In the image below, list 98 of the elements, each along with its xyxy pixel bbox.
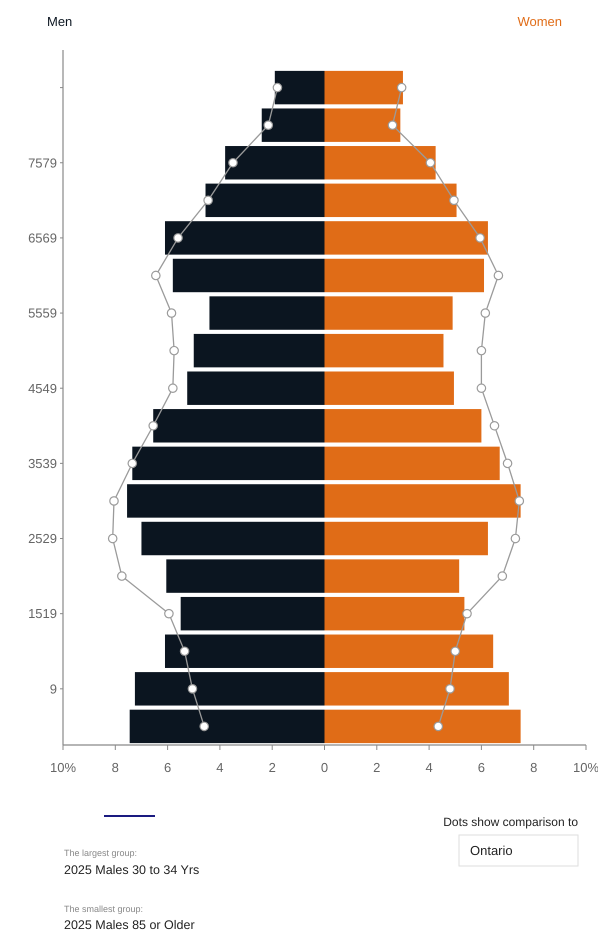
bar (324, 334, 444, 368)
point (476, 383, 486, 394)
bar (274, 70, 324, 104)
bar (324, 446, 500, 480)
point (433, 722, 444, 732)
bar (324, 634, 494, 668)
point (173, 233, 183, 243)
y-tick-label: 3539 (28, 456, 57, 471)
bar (324, 672, 509, 706)
x-tick-label: 0 (320, 760, 328, 775)
text: The largest group: (64, 848, 138, 858)
bar (324, 522, 488, 556)
point (151, 270, 161, 280)
x-tick-label: 8 (112, 760, 119, 775)
bar (324, 409, 482, 443)
point (510, 534, 520, 544)
y-tick-label: 4549 (28, 380, 57, 396)
bar (324, 146, 436, 180)
bar (127, 484, 324, 518)
bar (324, 371, 454, 405)
bar (324, 70, 403, 104)
point (188, 684, 198, 694)
x-tick-label: 8 (530, 760, 538, 775)
bar (164, 221, 324, 255)
bar (324, 484, 521, 518)
bar (206, 184, 324, 218)
point (498, 571, 508, 581)
bar (324, 108, 400, 142)
bar (324, 710, 521, 744)
y-tick-label: 6569 (28, 230, 57, 246)
point (502, 458, 512, 468)
point (514, 496, 524, 506)
y-tick-label: 1519 (28, 606, 57, 622)
point (272, 82, 282, 92)
y-tick-label: 5559 (28, 306, 57, 321)
y-tick-label: 7579 (28, 155, 57, 170)
text: Dots show comparison to (443, 815, 578, 829)
point (203, 196, 213, 206)
bar (130, 710, 324, 744)
bar (180, 596, 324, 630)
point (450, 646, 460, 656)
point (108, 534, 118, 544)
point (199, 722, 210, 732)
point (169, 346, 179, 356)
x-tick-label: 6 (478, 760, 486, 775)
x-tick-label: 2 (373, 760, 380, 775)
bar (209, 296, 324, 330)
bar (324, 221, 488, 255)
x-tick-label: 4 (216, 760, 224, 775)
point (449, 196, 459, 206)
text: 2025 Males 30 to 34 Yrs (64, 863, 200, 877)
point (166, 308, 176, 318)
bar (225, 146, 324, 180)
bar (262, 108, 324, 142)
point (128, 458, 138, 468)
point (263, 120, 274, 130)
bar (324, 596, 464, 630)
x-tick-label: 2 (268, 760, 276, 775)
bar (132, 446, 324, 480)
point (117, 571, 127, 581)
bar (187, 371, 324, 405)
x-tick-label: 6 (164, 760, 172, 775)
bar (134, 672, 324, 706)
point (168, 383, 178, 394)
bar (164, 634, 324, 668)
text: 2025 Males 85 or Older (64, 918, 195, 932)
bar (166, 559, 324, 593)
bar (172, 258, 324, 292)
point (445, 684, 455, 694)
point (480, 308, 490, 318)
text: Ontario (470, 843, 513, 858)
y-tick-label: 2529 (28, 531, 57, 546)
point (475, 233, 485, 243)
text: The smallest group: (64, 904, 144, 914)
point (109, 496, 119, 506)
bar (194, 334, 324, 368)
bar (153, 409, 324, 443)
point (494, 270, 504, 280)
point (228, 158, 238, 168)
x-tick-label: 10% (50, 760, 76, 775)
point (388, 120, 398, 130)
point (164, 608, 174, 618)
point (148, 420, 158, 431)
text: Men (47, 14, 72, 29)
point (396, 82, 406, 92)
point (462, 608, 472, 618)
y-tick-label: 9 (50, 681, 57, 696)
point (476, 346, 486, 356)
point (426, 158, 436, 168)
text: Women (517, 14, 562, 29)
bar (324, 296, 453, 330)
bar (324, 559, 460, 593)
x-tick-label: 4 (425, 760, 433, 775)
point (490, 420, 500, 431)
bar (141, 522, 324, 556)
point (180, 646, 190, 656)
bar (324, 258, 484, 292)
bar (324, 184, 457, 218)
